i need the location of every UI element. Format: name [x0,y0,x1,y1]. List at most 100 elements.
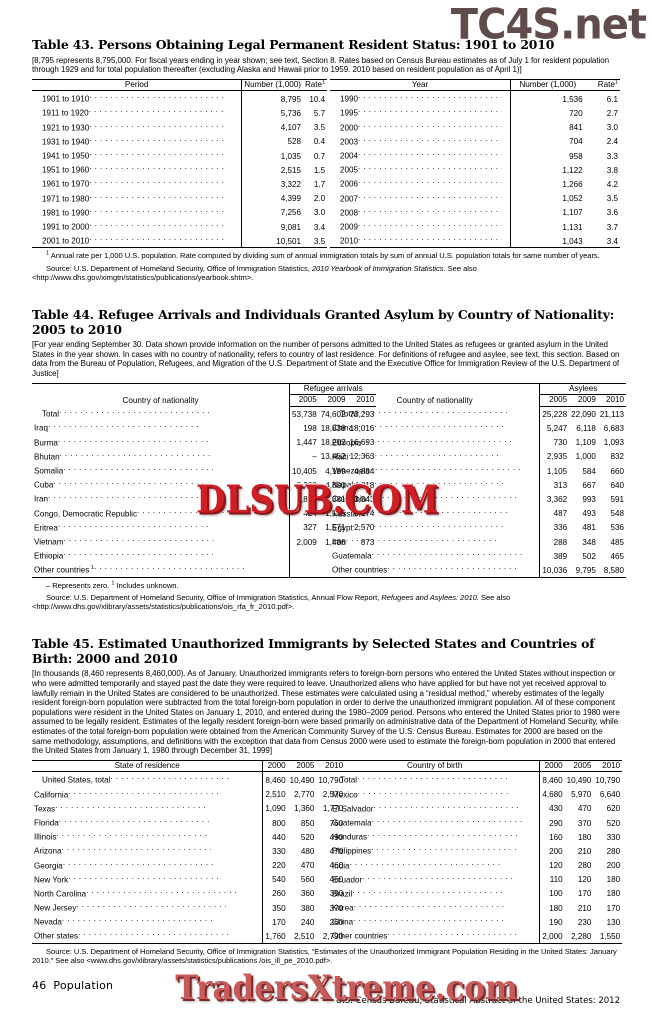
leader-dots [371,843,520,854]
row-value: 280 [577,861,592,871]
row-value: 74,602 [320,409,346,419]
row-value: 704 [510,133,585,149]
col-year-2005: 2005 [287,759,317,773]
row-value: 53,738 [289,406,319,421]
leader-dots [358,205,502,216]
row-label: 2005 [330,162,511,176]
row-label: Guatemala [330,815,540,829]
row-value: 10,790 [318,775,344,785]
leader-dots [89,219,225,230]
col-rate: Rate1 [584,78,620,92]
row-value: 1,105 [539,463,570,478]
row-value: 10,405 [289,463,319,478]
row-value: 370 [577,818,592,828]
table-row: 1981 to 19907,256 3.0 [32,204,327,219]
row-label: 2000 [330,120,511,134]
row-value: 110 [539,871,565,886]
table-45-left: State of residence 2000 2005 2010 United… [32,759,346,944]
row-label: 2001 to 2010 [32,233,242,249]
row-value: 18,202 [320,438,346,448]
row-value: 850 [300,818,315,828]
leader-dots [350,858,500,869]
leader-dots [352,886,502,897]
row-value: 1,550 [593,928,623,944]
table-row: California2,510 2,770 2,570 [32,786,345,801]
row-value: 10,036 [539,562,570,578]
row-value: 1,131 [510,218,585,234]
row-value: 480 [300,846,315,856]
row-value: 6.1 [606,94,618,104]
table-45-headnote: [In thousands (8,460 represents 8,460,00… [32,669,620,756]
row-value: 5.7 [313,109,326,119]
row-value: 3,362 [539,491,570,506]
row-value: 1,052 [510,190,585,205]
table-44-headnote: [For year ending September 30. Data show… [32,340,620,379]
table-row: 2003704 2.4 [330,133,620,149]
row-label: China [330,420,540,434]
row-value: 620 [606,804,621,814]
row-value: 327 [289,519,319,534]
table-row: 19901,536 6.1 [330,90,620,106]
row-value: 3.4 [313,222,326,232]
leader-dots [358,134,502,145]
row-value: 481 [582,523,596,533]
table-44-section: Table 44. Refugee Arrivals and Individua… [32,307,627,611]
row-value: 7,256 [241,204,303,219]
row-value: 3,543 [354,495,375,505]
col-number: Number (1,000) [510,78,585,92]
row-value: 841 [510,119,585,134]
row-label: Other countries [330,562,540,578]
table-43-headnote: [8,795 represents 8,795,000. For fiscal … [32,55,610,75]
row-value: 832 [610,452,625,462]
row-value: 487 [539,505,570,520]
row-value: 4,800 [325,480,346,490]
row-value: 3.5 [606,194,618,204]
leader-dots [373,801,522,812]
row-value: 190 [539,914,565,929]
row-value: 730 [539,434,570,449]
col-state-of-residence: State of residence [32,759,263,773]
leader-dots [53,477,203,488]
row-label: 1911 to 1920 [32,105,242,119]
row-value: 424 [289,505,319,520]
row-label: Congo, Democratic Republic [32,506,290,520]
row-value: 584 [582,466,596,476]
row-value: 260 [262,885,288,901]
row-value: 10,490 [289,775,315,785]
table-45-right-header-row: Country of birth 2000 2005 2010 [330,759,623,773]
row-value: 290 [539,814,565,830]
row-label: India [330,858,540,872]
leader-dots [89,162,225,173]
leader-dots [353,914,503,925]
row-value: 10,501 [241,233,303,249]
leader-dots [370,463,520,474]
col-year-2000: 2000 [539,759,565,773]
leader-dots [76,900,226,911]
leader-dots [358,91,502,102]
row-label: Arizona [32,843,263,857]
row-value: 10,790 [595,775,621,785]
table-44-body: Country of nationality Refugee arrivals … [32,382,627,578]
row-label: New York [32,872,263,886]
leader-dots [387,928,517,939]
table-row: Egypt336 481 536 [330,519,626,534]
row-label: Other countries 1 [32,562,290,578]
row-label: Ethiopia [32,548,290,562]
row-label: Mexico [330,787,540,801]
row-value: 3.5 [313,123,326,133]
table-45-left-rows: United States, total8,46010,49010,790Cal… [32,771,346,944]
row-label: Iran [32,491,290,505]
leader-dots [357,772,507,783]
row-value [289,548,319,563]
leader-dots [357,406,507,417]
table-row: 2000841 3.0 [330,119,620,134]
row-value [289,562,319,578]
leader-dots [358,787,508,798]
row-value: 170 [262,914,288,929]
row-value: 440 [262,829,288,844]
row-label: Other countries [330,928,540,944]
table-row: El Salvador430 470 620 [330,800,622,815]
row-value: 667 [582,480,596,490]
